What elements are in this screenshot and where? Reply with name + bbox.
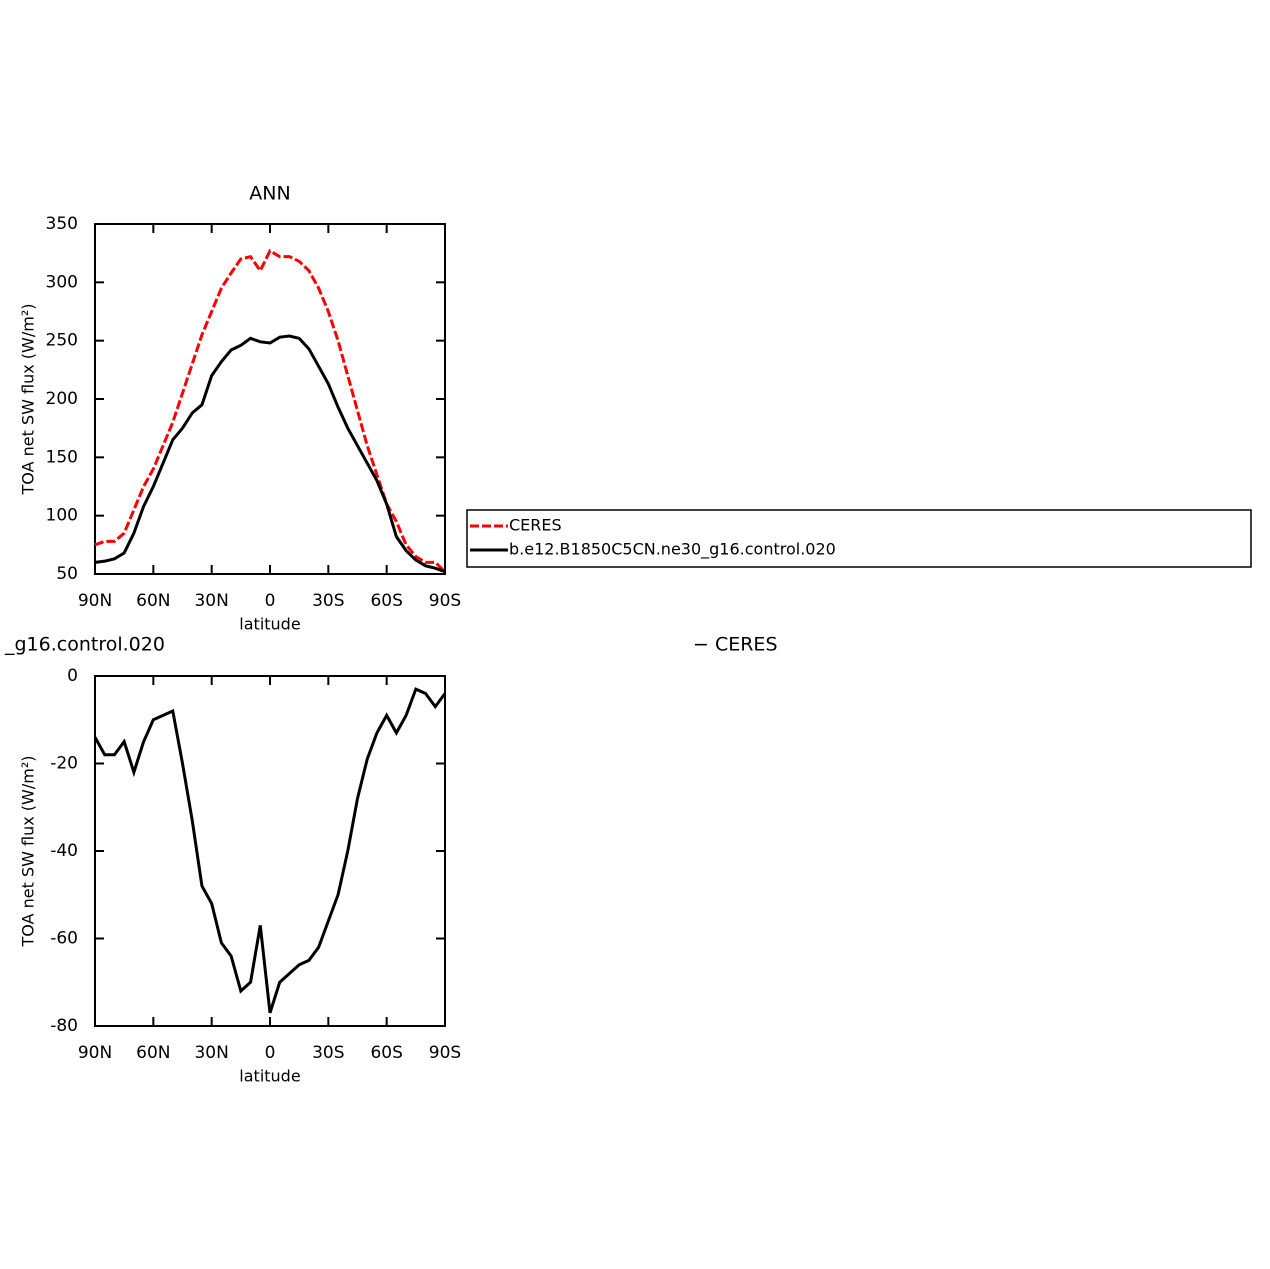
- plot-frame: [94, 675, 446, 1027]
- x-tick-label: 60S: [370, 1043, 402, 1063]
- plot-frame: [94, 223, 446, 575]
- y-tick-label: 350: [46, 214, 78, 234]
- x-tick-label: 0: [265, 591, 276, 611]
- x-tick-label: 60S: [370, 591, 402, 611]
- x-tick-label: 90N: [78, 1043, 112, 1063]
- chart-title: ANN: [249, 183, 290, 205]
- x-tick-label: 30N: [194, 591, 228, 611]
- y-tick-label: -80: [50, 1016, 78, 1036]
- data-line: [94, 334, 446, 574]
- x-tick-label: 60N: [136, 1043, 170, 1063]
- y-tick-label: -40: [50, 841, 78, 861]
- y-tick-label: 50: [56, 564, 78, 584]
- x-tick-label: 30N: [194, 1043, 228, 1063]
- chart-title: − CERES: [693, 634, 778, 656]
- y-axis-label: TOA net SW flux (W/m²): [19, 756, 38, 948]
- data-line: [93, 687, 447, 1014]
- legend-label: b.e12.B1850C5CN.ne30_g16.control.020: [509, 540, 836, 560]
- x-axis-label: latitude: [239, 1067, 300, 1086]
- legend-box: [466, 509, 1252, 568]
- chart-title: _g16.control.020: [4, 634, 165, 656]
- x-tick-label: 90S: [429, 1043, 461, 1063]
- x-axis-label: latitude: [239, 615, 300, 634]
- y-tick-label: -60: [50, 929, 78, 949]
- legend-label: CERES: [509, 516, 562, 535]
- y-tick-label: 300: [46, 272, 78, 292]
- x-tick-label: 60N: [136, 591, 170, 611]
- y-axis-label: TOA net SW flux (W/m²): [19, 304, 38, 496]
- x-tick-label: 0: [265, 1043, 276, 1063]
- y-tick-label: 200: [46, 389, 78, 409]
- x-tick-label: 30S: [312, 1043, 344, 1063]
- y-tick-label: 100: [46, 506, 78, 526]
- y-tick-label: 150: [46, 447, 78, 467]
- x-tick-label: 30S: [312, 591, 344, 611]
- x-tick-label: 90S: [429, 591, 461, 611]
- y-tick-label: 0: [67, 666, 78, 686]
- x-tick-label: 90N: [78, 591, 112, 611]
- y-tick-label: -20: [50, 754, 78, 774]
- y-tick-label: 250: [46, 331, 78, 351]
